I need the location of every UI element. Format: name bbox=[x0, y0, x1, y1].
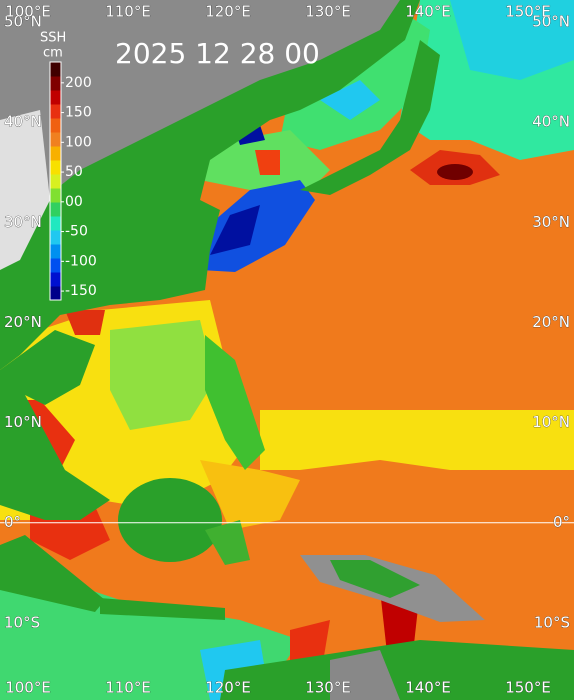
lon-label: 150°E bbox=[505, 3, 551, 21]
colorbar-label: SSH bbox=[40, 31, 66, 46]
colorbar-segment bbox=[50, 230, 61, 245]
lon-label: 110°E bbox=[105, 679, 151, 697]
colorbar-segment bbox=[50, 286, 61, 301]
lat-label: 40°N bbox=[532, 113, 570, 131]
lat-label: 10°S bbox=[4, 613, 40, 631]
colorbar-segment bbox=[50, 244, 61, 259]
colorbar-segment bbox=[50, 258, 61, 273]
colorbar-tick-label: -50 bbox=[65, 224, 88, 240]
colorbar-tick-label: 150 bbox=[65, 105, 92, 121]
lat-label: 0° bbox=[4, 513, 21, 531]
colorbar-segment bbox=[50, 104, 61, 119]
colorbar-segment bbox=[50, 202, 61, 217]
colorbar-segment bbox=[50, 272, 61, 287]
colorbar-segment bbox=[50, 118, 61, 133]
lat-label: 30°N bbox=[4, 213, 42, 231]
colorbar-tick-label: 100 bbox=[65, 134, 92, 150]
colorbar-segment bbox=[50, 90, 61, 105]
lon-label: 100°E bbox=[5, 679, 51, 697]
lat-label: 40°N bbox=[4, 113, 42, 131]
colorbar-tick-label: -100 bbox=[65, 253, 97, 269]
colorbar-unit: cm bbox=[43, 46, 63, 61]
colorbar-tick-label: 50 bbox=[65, 164, 83, 180]
colorbar-segment bbox=[50, 132, 61, 147]
lon-label: 120°E bbox=[205, 3, 251, 21]
colorbar-tick-label: 00 bbox=[65, 194, 83, 210]
lon-label: 130°E bbox=[305, 3, 351, 21]
lon-label: 100°E bbox=[5, 3, 51, 21]
colorbar-segment bbox=[50, 146, 61, 161]
lat-label: 20°N bbox=[532, 313, 570, 331]
lon-label: 110°E bbox=[105, 3, 151, 21]
map-title: 2025 12 28 00 bbox=[115, 37, 320, 70]
lon-label: 120°E bbox=[205, 679, 251, 697]
colorbar-segment bbox=[50, 76, 61, 91]
lat-label: 10°N bbox=[4, 413, 42, 431]
lat-label: 20°N bbox=[4, 313, 42, 331]
colorbar-frame bbox=[49, 61, 62, 301]
lat-label: 0° bbox=[553, 513, 570, 531]
colorbar-segment bbox=[50, 188, 61, 203]
lon-label: 140°E bbox=[405, 3, 451, 21]
lat-label: 10°S bbox=[534, 613, 570, 631]
colorbar-segment bbox=[50, 174, 61, 189]
lat-label: 50°N bbox=[532, 13, 570, 31]
lat-label: 10°N bbox=[532, 413, 570, 431]
lat-label: 30°N bbox=[532, 213, 570, 231]
lat-label: 50°N bbox=[4, 13, 42, 31]
lon-label: 130°E bbox=[305, 679, 351, 697]
colorbar-segment bbox=[50, 216, 61, 231]
colorbar-segment bbox=[50, 62, 61, 77]
colorbar-tick-label: 200 bbox=[65, 75, 92, 91]
lon-label: 150°E bbox=[505, 679, 551, 697]
colorbar-tick-label: -150 bbox=[65, 283, 97, 299]
lon-label: 140°E bbox=[405, 679, 451, 697]
colorbar-segment bbox=[50, 160, 61, 175]
